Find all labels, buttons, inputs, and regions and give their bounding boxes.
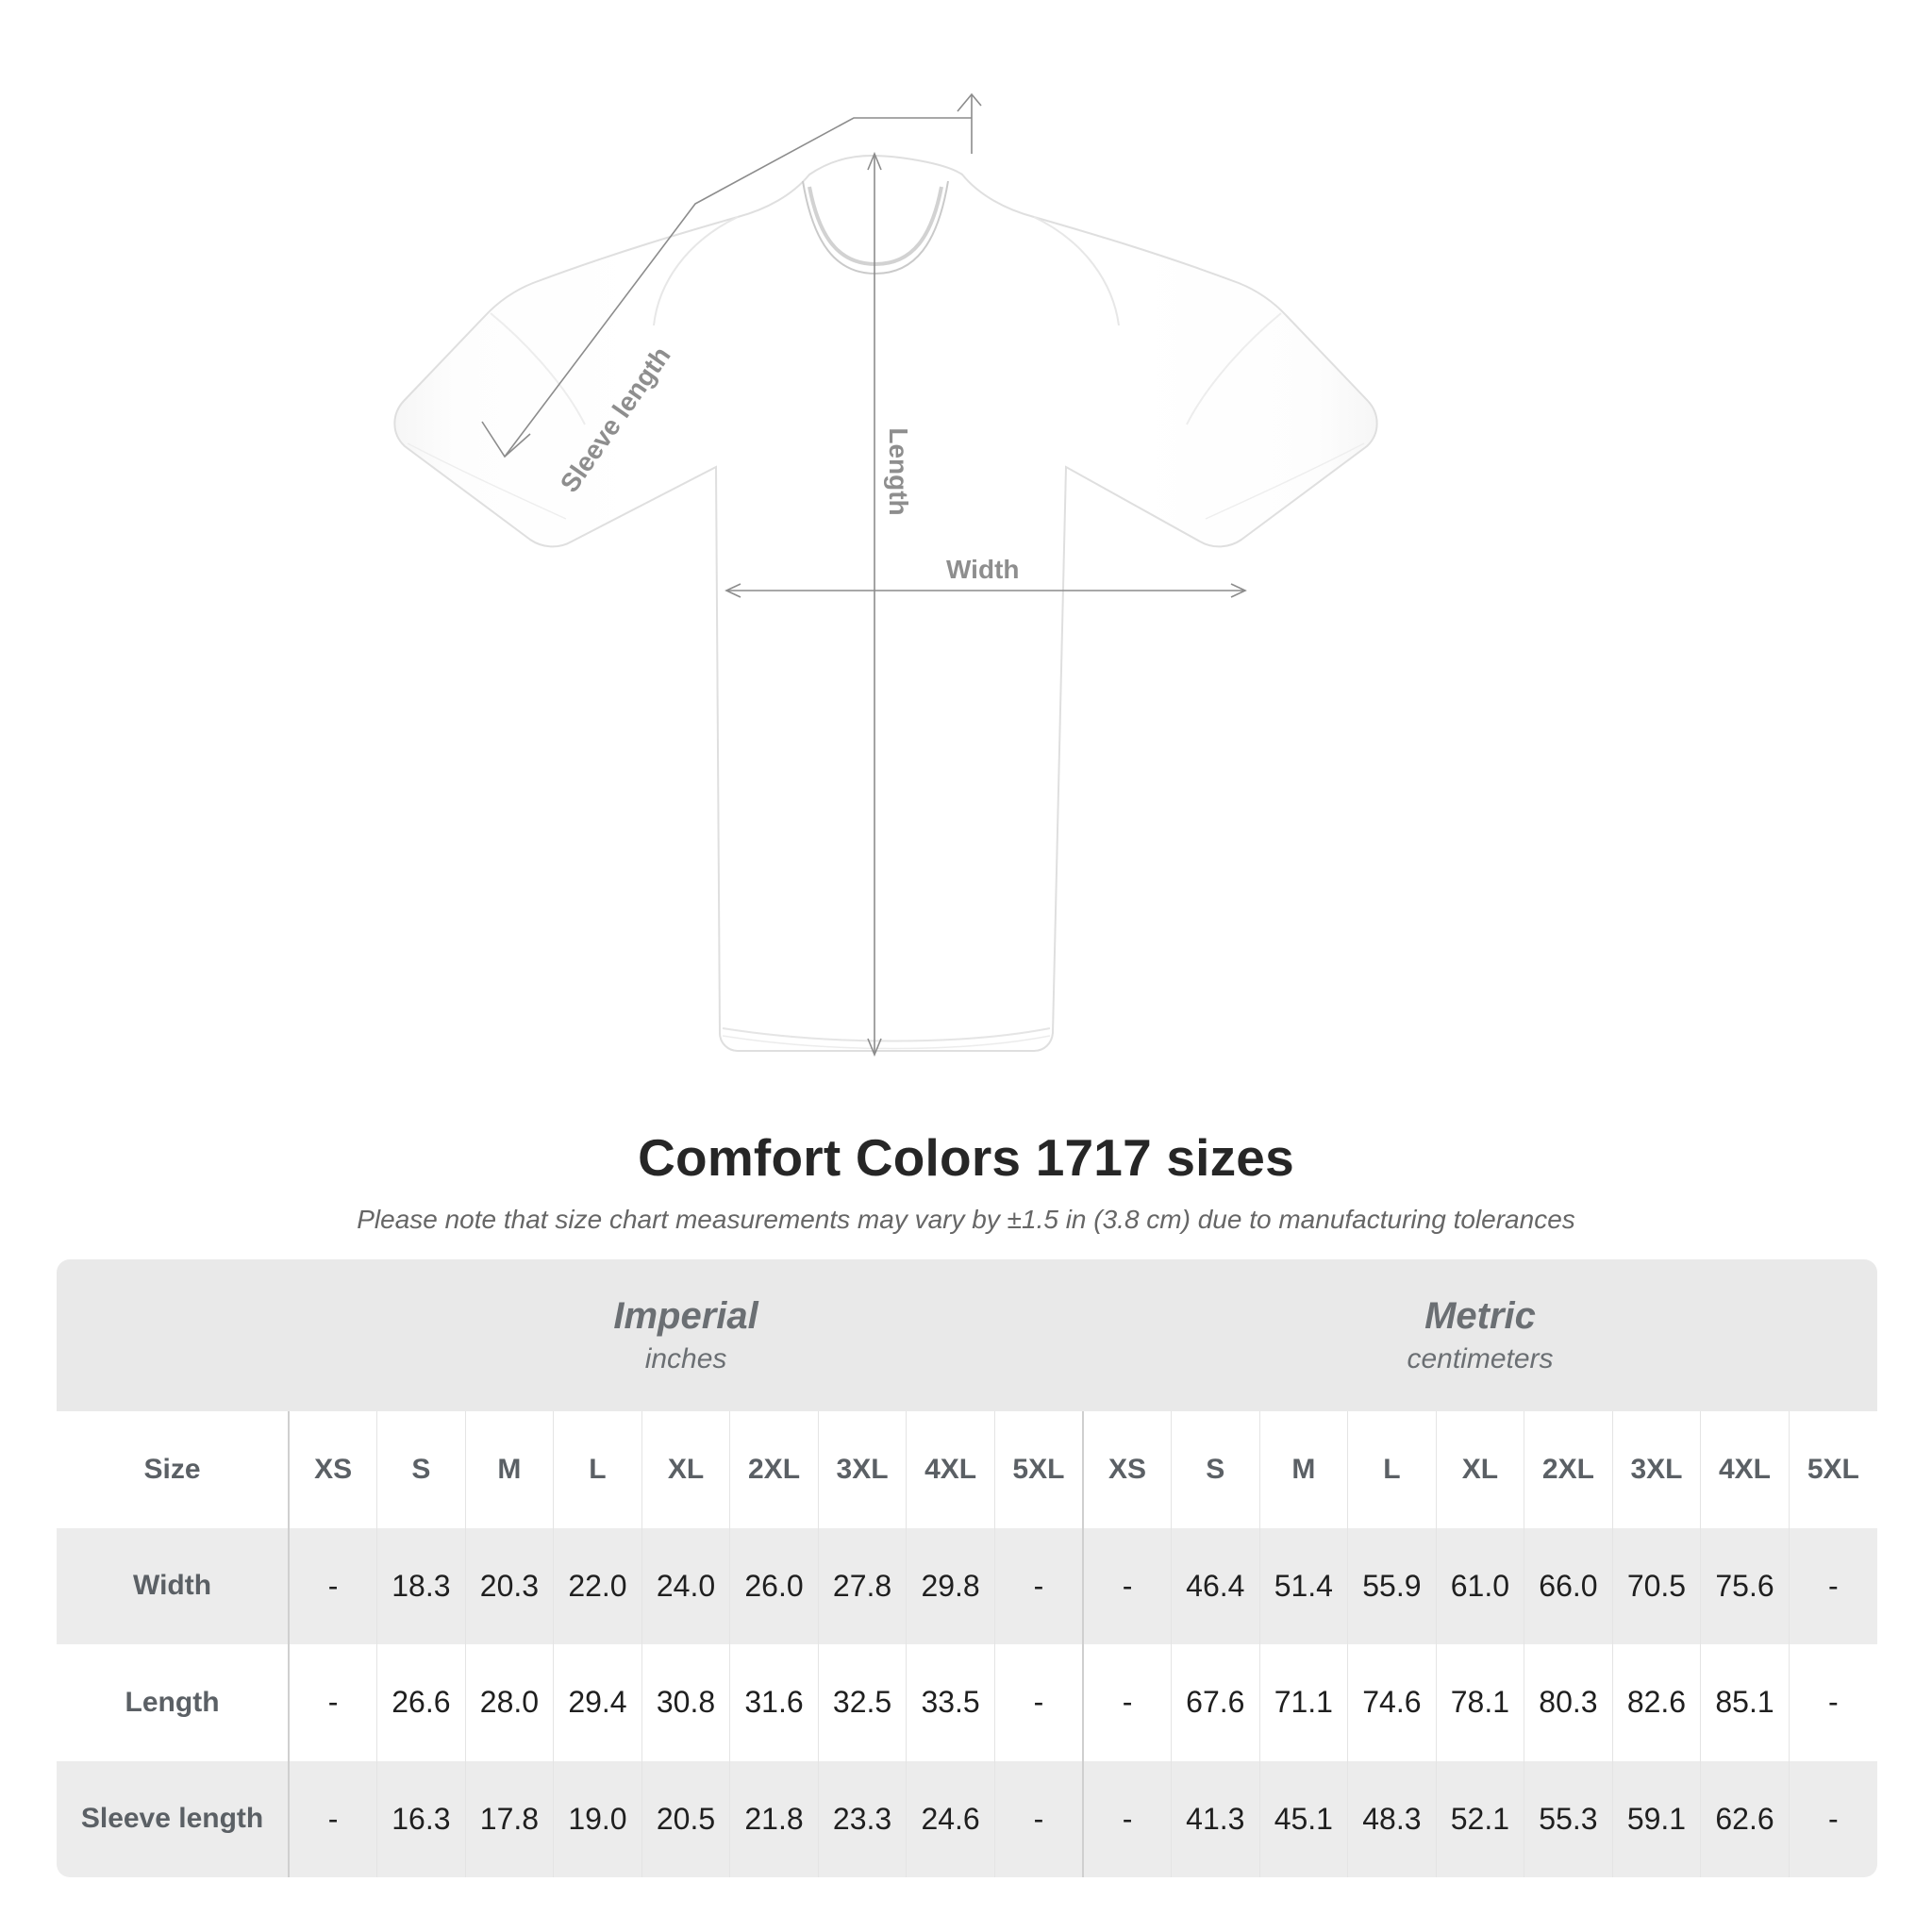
svg-text:Length: Length bbox=[884, 427, 913, 515]
svg-text:Width: Width bbox=[946, 555, 1020, 584]
